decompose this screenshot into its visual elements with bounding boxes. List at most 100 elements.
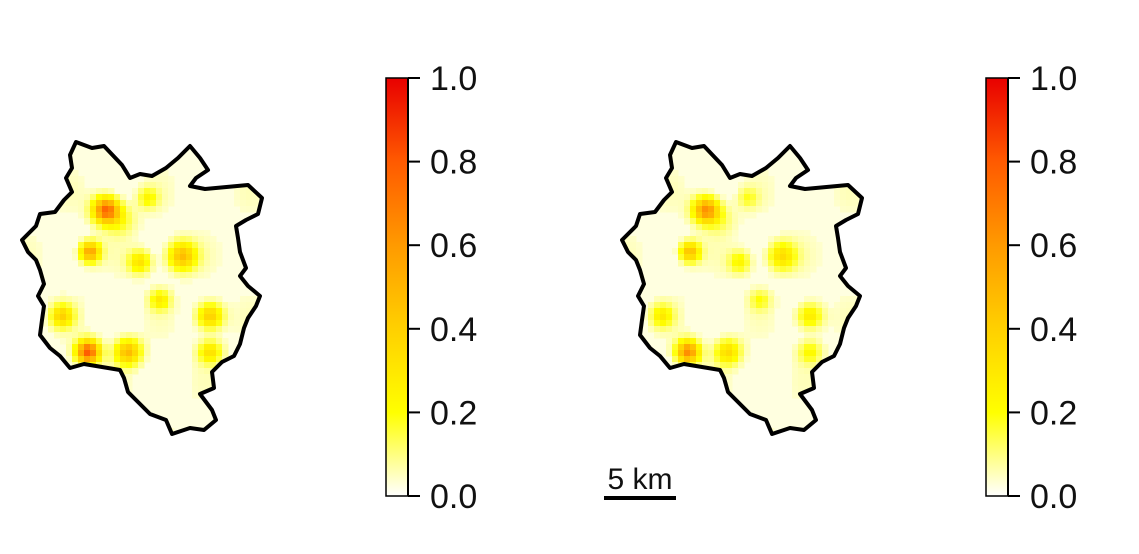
density-cell [162,314,169,321]
density-cell [192,362,199,369]
density-cell [84,266,91,273]
density-cell [24,368,31,375]
density-cell [672,248,679,255]
density-cell [132,254,139,261]
colorbar-tick-label: 0.6 [1030,227,1077,265]
density-cell [132,266,139,273]
density-cell [240,422,247,429]
density-cell [804,374,811,381]
density-cell [648,308,655,315]
density-cell [162,326,169,333]
density-cell [234,308,241,315]
density-cell [252,176,259,183]
density-cell [156,428,163,434]
density-cell [786,230,793,237]
density-cell [756,314,763,321]
density-cell [126,368,133,375]
density-cell [198,356,205,363]
density-cell [684,242,691,249]
density-cell [732,266,739,273]
density-cell [702,266,709,273]
density-cell [72,422,79,429]
density-cell [858,182,862,189]
density-cell [22,362,25,369]
density-cell [816,254,823,261]
density-cell [24,380,31,387]
density-cell [726,380,733,387]
density-cell [762,314,769,321]
density-cell [702,188,709,195]
density-cell [714,356,721,363]
density-cell [630,368,637,375]
density-cell [720,248,727,255]
density-cell [852,434,859,441]
density-cell [750,434,757,441]
density-cell [622,386,625,393]
density-cell [720,224,727,231]
density-cell [696,212,703,219]
density-cell [828,320,835,327]
density-cell [84,350,91,357]
density-cell [834,200,841,207]
density-cell [216,314,223,321]
density-cell [216,242,223,249]
density-cell [204,254,211,261]
density-cell [156,308,163,315]
density-cell [750,182,757,189]
density-cell [132,344,139,351]
density-cell [622,392,625,399]
density-cell [816,308,823,315]
density-cell [192,260,199,267]
density-cell [150,308,157,315]
density-cell [168,284,175,291]
density-cell [702,236,709,243]
density-cell [768,272,775,279]
density-cell [726,260,733,267]
density-cell [162,176,169,183]
density-cell [138,356,145,363]
density-cell [48,320,55,327]
density-cell [144,332,151,339]
density-cell [804,266,811,273]
density-cell [690,230,697,237]
density-cell [252,434,259,441]
density-cell [702,356,709,363]
density-cell [108,344,115,351]
density-cell [150,434,157,441]
density-cell [132,200,139,207]
density-cell [684,212,691,219]
density-cell [138,260,145,267]
density-cell [780,236,787,243]
density-cell [240,302,247,309]
density-cell [240,206,247,213]
density-cell [816,296,823,303]
density-cell [780,248,787,255]
density-cell [246,200,253,207]
density-cell [144,308,151,315]
density-cell [744,206,751,213]
density-cell [90,344,97,351]
density-cell [678,248,685,255]
scale-bar: 5 km [604,463,676,500]
density-cell [780,260,787,267]
density-cell [678,188,685,195]
density-cell [198,142,205,147]
density-cell [696,206,703,213]
density-cell [144,338,151,345]
density-cell [72,206,79,213]
density-cell [792,254,799,261]
density-cell [174,230,181,237]
density-cell [672,434,679,441]
density-cell [816,242,823,249]
density-cell [750,326,757,333]
density-cell [210,242,217,249]
density-cell [846,206,853,213]
density-cell [60,332,67,339]
density-cell [22,386,25,393]
density-cell [162,428,169,434]
density-cell [138,206,145,213]
density-cell [738,248,745,255]
density-cell [234,314,241,321]
density-cell [708,188,715,195]
density-cell [198,320,205,327]
